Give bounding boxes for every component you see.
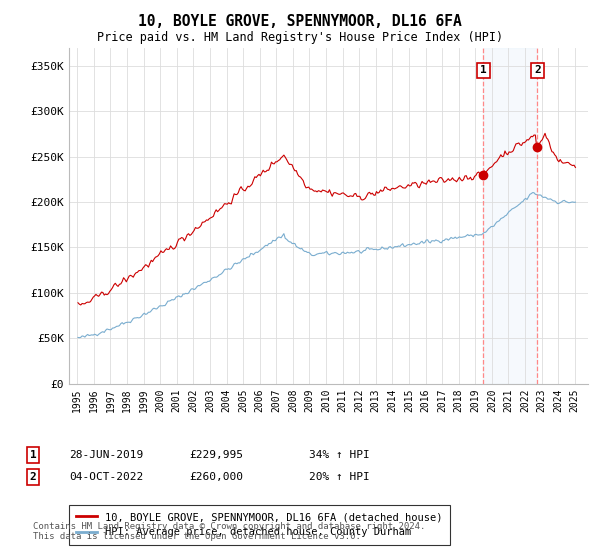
Text: £229,995: £229,995 xyxy=(189,450,243,460)
Text: Contains HM Land Registry data © Crown copyright and database right 2024.
This d: Contains HM Land Registry data © Crown c… xyxy=(33,522,425,542)
Text: 2: 2 xyxy=(29,472,37,482)
Text: Price paid vs. HM Land Registry's House Price Index (HPI): Price paid vs. HM Land Registry's House … xyxy=(97,31,503,44)
Legend: 10, BOYLE GROVE, SPENNYMOOR, DL16 6FA (detached house), HPI: Average price, deta: 10, BOYLE GROVE, SPENNYMOOR, DL16 6FA (d… xyxy=(69,505,450,544)
Bar xyxy=(484,48,538,384)
Text: 2: 2 xyxy=(534,66,541,75)
Text: 20% ↑ HPI: 20% ↑ HPI xyxy=(309,472,370,482)
Text: 34% ↑ HPI: 34% ↑ HPI xyxy=(309,450,370,460)
Text: 1: 1 xyxy=(29,450,37,460)
Text: 04-OCT-2022: 04-OCT-2022 xyxy=(69,472,143,482)
Text: 10, BOYLE GROVE, SPENNYMOOR, DL16 6FA: 10, BOYLE GROVE, SPENNYMOOR, DL16 6FA xyxy=(138,14,462,29)
Text: 1: 1 xyxy=(480,66,487,75)
Text: 28-JUN-2019: 28-JUN-2019 xyxy=(69,450,143,460)
Text: £260,000: £260,000 xyxy=(189,472,243,482)
